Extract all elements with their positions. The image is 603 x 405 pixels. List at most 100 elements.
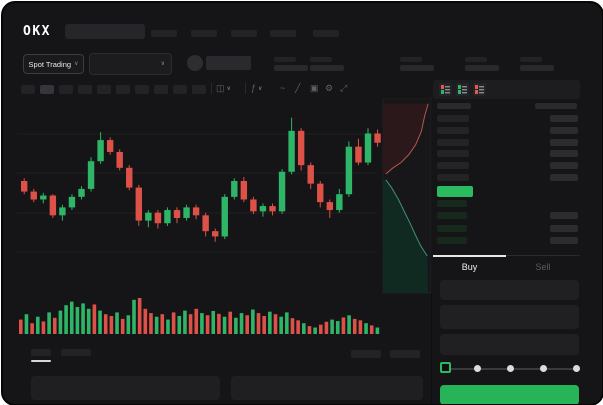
coin-avatar: [187, 55, 203, 71]
nav-item-4[interactable]: [270, 30, 296, 37]
chevron-down-icon: ∨: [160, 61, 165, 67]
chevron-down-icon: ∨: [258, 85, 263, 92]
ask-price[interactable]: [437, 126, 469, 134]
last-price-badge[interactable]: [437, 186, 473, 197]
settings-icon: ⚙: [325, 83, 334, 93]
timeframe-button-10[interactable]: [192, 85, 206, 94]
orderbook-toolbar: [433, 80, 580, 99]
bid-price[interactable]: [437, 212, 467, 220]
amount-input[interactable]: [440, 305, 579, 329]
pair-name-placeholder: [206, 56, 251, 70]
timeframe-button-9[interactable]: [173, 85, 187, 94]
nav-item-3[interactable]: [231, 30, 257, 37]
bid-price[interactable]: [437, 224, 467, 232]
timeframe-button-1[interactable]: [21, 85, 35, 94]
chart-type-icon: ◫: [216, 83, 225, 93]
toolbar-divider: [211, 83, 212, 94]
stat-label-2: [310, 57, 332, 62]
bid-price[interactable]: [437, 237, 467, 245]
timeframe-button-8[interactable]: [154, 85, 168, 94]
bottom-panel-left: [31, 376, 220, 400]
ask-price[interactable]: [437, 138, 469, 146]
indicators-icon: ƒ: [251, 83, 257, 93]
chart-type-icon[interactable]: ◫ ∨: [216, 84, 231, 93]
ask-amount: [550, 115, 578, 122]
nav-item-5[interactable]: [313, 30, 339, 37]
candlestick-chart[interactable]: [17, 98, 433, 343]
bottom-mini-tab-1[interactable]: [351, 350, 381, 358]
bottom-panel-right: [231, 376, 423, 400]
timeframe-button-5[interactable]: [97, 85, 111, 94]
book-bids-icon-glyph: [458, 85, 467, 94]
timeframe-button-6[interactable]: [116, 85, 130, 94]
book-bids-icon[interactable]: [456, 83, 469, 96]
fullscreen-icon[interactable]: ⤢: [340, 84, 347, 93]
compare-icon: ~: [280, 83, 286, 93]
chevron-down-icon: ∨: [226, 85, 231, 92]
stat-value-1: [274, 65, 308, 71]
book-both-icon[interactable]: [439, 83, 452, 96]
ask-amount: [550, 174, 578, 181]
price-input[interactable]: [440, 280, 579, 300]
draw-icon: ╱: [295, 83, 301, 93]
pair-selector-dropdown[interactable]: ∨: [89, 53, 172, 75]
stat-value-3: [400, 65, 434, 71]
ask-price[interactable]: [437, 115, 469, 122]
bid-amount: [550, 212, 578, 220]
ask-price[interactable]: [437, 162, 469, 170]
stat-label-5: [520, 57, 542, 62]
nav-item-1[interactable]: [151, 30, 177, 37]
orderbook-col-amount: [535, 103, 577, 109]
compare-icon[interactable]: ~: [280, 84, 285, 93]
bid-amount: [550, 224, 578, 232]
ask-amount: [550, 138, 578, 146]
fullscreen-icon: ⤢: [340, 83, 348, 93]
stat-value-2: [310, 65, 344, 71]
buy-tab-indicator: [433, 255, 506, 257]
slider-handle[interactable]: [440, 362, 451, 373]
stat-label-4: [465, 57, 487, 62]
slider-stop-4[interactable]: [540, 365, 547, 372]
ask-price[interactable]: [437, 150, 469, 158]
chevron-down-icon: ∨: [74, 61, 79, 67]
book-asks-icon[interactable]: [473, 83, 486, 96]
buy-tab[interactable]: Buy: [461, 262, 478, 272]
timeframe-button-3[interactable]: [59, 85, 73, 94]
slider-stop-5[interactable]: [573, 365, 580, 372]
snapshot-icon[interactable]: ▣: [310, 84, 319, 93]
sell-tab[interactable]: Sell: [535, 262, 551, 272]
book-asks-icon-glyph: [475, 85, 484, 94]
toolbar-divider: [245, 83, 246, 94]
bid-price[interactable]: [437, 200, 467, 207]
draw-icon[interactable]: ╱: [295, 84, 300, 93]
bottom-tab-active-indicator: [31, 360, 51, 362]
bottom-mini-tab-2[interactable]: [390, 350, 420, 358]
book-both-icon-glyph: [441, 85, 450, 94]
stat-label-1: [274, 57, 296, 62]
bottom-tab-orders[interactable]: [31, 349, 51, 356]
timeframe-button-7[interactable]: [135, 85, 149, 94]
indicators-icon[interactable]: ƒ ∨: [251, 84, 262, 93]
trade-mode-dropdown[interactable]: Spot Trading ∨: [23, 54, 84, 74]
snapshot-icon: ▣: [310, 83, 319, 93]
nav-item-2[interactable]: [191, 30, 217, 37]
chart-canvas: [17, 98, 432, 334]
settings-icon[interactable]: ⚙: [325, 84, 333, 93]
ask-price[interactable]: [437, 174, 469, 181]
trade-tabbar: Buy Sell: [433, 255, 580, 276]
slider-stop-2[interactable]: [474, 365, 481, 372]
trade-mode-label: Spot Trading: [28, 59, 72, 69]
timeframe-button-4[interactable]: [78, 85, 92, 94]
ask-amount: [550, 126, 578, 134]
bottom-tab-history[interactable]: [61, 349, 91, 356]
buy-submit-button[interactable]: [440, 385, 579, 404]
search-input[interactable]: [65, 24, 145, 39]
stat-label-3: [400, 57, 422, 62]
ask-amount: [550, 162, 578, 170]
timeframe-button-2[interactable]: [40, 85, 54, 94]
bid-amount: [550, 237, 578, 245]
slider-stop-3[interactable]: [507, 365, 514, 372]
okx-logo: OKX: [23, 24, 51, 39]
total-input[interactable]: [440, 334, 579, 355]
